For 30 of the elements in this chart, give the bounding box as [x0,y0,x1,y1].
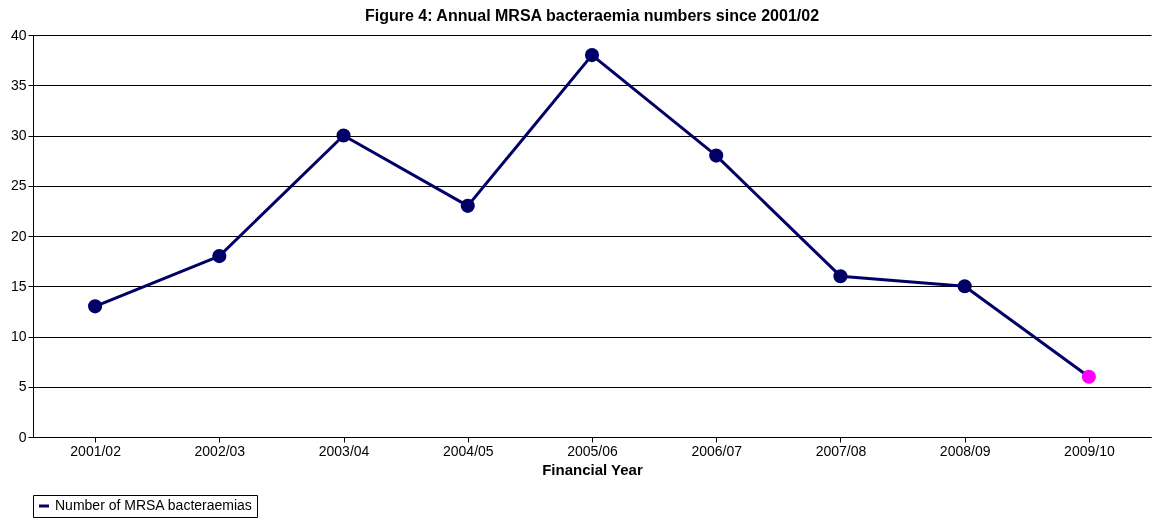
legend-label: Number of MRSA bacteraemias [55,497,252,513]
point [460,198,475,213]
point [88,299,103,314]
y-tick-label: 10 [10,328,27,344]
point [1081,369,1096,384]
chart-title: Figure 4: Annual MRSA bacteraemia numbers since 2001/02 [364,7,820,24]
x-tick-label: 2002/03 [194,442,246,459]
x-axis-title: Financial Year [542,460,643,478]
y-tick-label: 0 [18,428,27,445]
x-tick-label: 2009/10 [1064,442,1115,459]
y-tick-label: 30 [10,127,27,143]
point [709,148,724,163]
point [212,249,227,264]
y-tick-label: 5 [18,378,27,395]
y-tick-label: 35 [10,76,27,93]
x-tick-label: 2007/08 [815,442,867,459]
point [336,128,351,143]
x-tick-label: 2001/02 [70,442,122,459]
point [584,48,600,63]
x-tick-label: 2004/05 [442,442,494,459]
y-tick-label: 15 [10,277,27,294]
y-tick-label: 40 [10,26,27,43]
point [833,269,848,284]
x-tick-label: 2005/06 [567,442,619,459]
y-tick-label: 20 [10,227,27,244]
point [957,279,972,294]
x-tick-label: 2003/04 [318,442,370,459]
x-tick-label: 2008/09 [939,442,991,459]
y-tick-label: 25 [10,177,27,194]
x-tick-label: 2006/07 [691,442,743,459]
